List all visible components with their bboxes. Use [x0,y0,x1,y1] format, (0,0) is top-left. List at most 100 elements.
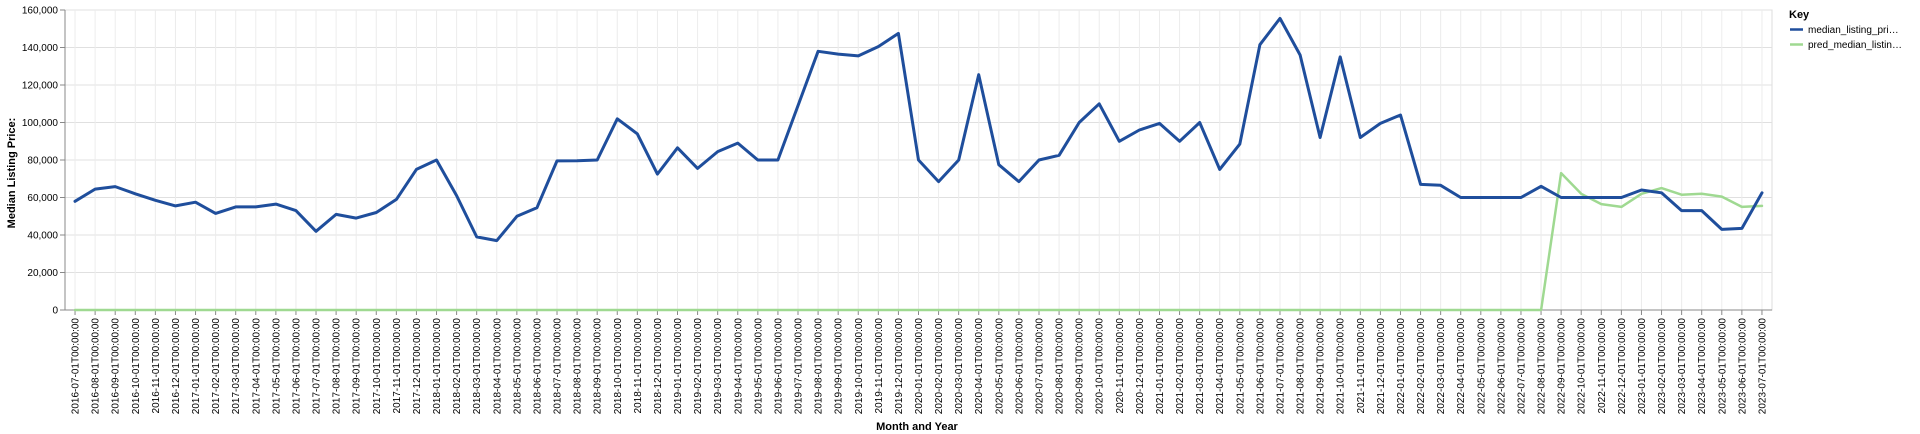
x-tick-label: 2019-02-01T00:00:00 [693,318,704,415]
x-tick-label: 2020-06-01T00:00:00 [1014,318,1025,415]
x-tick-label: 2021-12-01T00:00:00 [1376,318,1387,415]
y-tick-label: 160,000 [22,6,59,17]
x-tick-label: 2019-08-01T00:00:00 [814,318,825,415]
x-tick-label: 2021-09-01T00:00:00 [1316,318,1327,415]
x-tick-label: 2017-10-01T00:00:00 [372,318,383,415]
x-tick-label: 2018-07-01T00:00:00 [553,318,564,415]
x-tick-label: 2019-03-01T00:00:00 [713,318,724,415]
x-tick-label: 2017-04-01T00:00:00 [251,318,262,415]
x-tick-label: 2020-11-01T00:00:00 [1115,318,1126,414]
x-tick-label: 2021-06-01T00:00:00 [1255,318,1266,415]
x-tick-label: 2018-01-01T00:00:00 [432,318,443,415]
x-tick-label: 2017-11-01T00:00:00 [392,318,403,414]
y-tick-label: 20,000 [27,268,58,279]
x-tick-label: 2023-05-01T00:00:00 [1717,318,1728,415]
x-tick-label: 2020-08-01T00:00:00 [1055,318,1066,415]
x-tick-label: 2020-12-01T00:00:00 [1135,318,1146,415]
x-tick-label: 2021-02-01T00:00:00 [1175,318,1186,415]
x-tick-label: 2018-04-01T00:00:00 [492,318,503,415]
x-tick-label: 2020-03-01T00:00:00 [954,318,965,415]
x-tick-label: 2017-05-01T00:00:00 [271,318,282,415]
legend: Key median_listing_pri… pred_median_listi… [1789,9,1902,51]
x-tick-label: 2021-11-01T00:00:00 [1356,318,1367,414]
x-tick-label: 2020-07-01T00:00:00 [1034,318,1045,415]
x-tick-label: 2018-06-01T00:00:00 [532,318,543,415]
x-tick-label: 2022-03-01T00:00:00 [1436,318,1447,415]
x-tick-label: 2023-07-01T00:00:00 [1757,318,1768,415]
x-tick-label: 2018-03-01T00:00:00 [472,318,483,415]
x-tick-label: 2018-10-01T00:00:00 [613,318,624,415]
x-tick-label: 2022-02-01T00:00:00 [1416,318,1427,415]
x-tick-label: 2017-07-01T00:00:00 [312,318,323,415]
y-tick-label: 40,000 [27,231,58,242]
x-tick-label: 2020-09-01T00:00:00 [1075,318,1086,415]
x-tick-label: 2023-03-01T00:00:00 [1677,318,1688,415]
y-tick-label: 120,000 [22,81,59,92]
x-tick-label: 2017-06-01T00:00:00 [291,318,302,415]
x-tick-label: 2021-07-01T00:00:00 [1275,318,1286,415]
x-tick-label: 2021-08-01T00:00:00 [1296,318,1307,415]
x-tick-label: 2021-01-01T00:00:00 [1155,318,1166,415]
y-tick-label: 60,000 [27,193,58,204]
x-tick-label: 2022-10-01T00:00:00 [1577,318,1588,415]
x-tick-label: 2019-09-01T00:00:00 [834,318,845,415]
x-tick-label: 2017-12-01T00:00:00 [412,318,423,415]
x-tick-label: 2020-10-01T00:00:00 [1095,318,1106,415]
y-tick-label: 0 [52,306,58,317]
x-tick-label: 2018-09-01T00:00:00 [593,318,604,415]
y-tick-label: 140,000 [22,43,59,54]
x-tick-label: 2022-11-01T00:00:00 [1597,318,1608,414]
x-tick-label: 2020-02-01T00:00:00 [934,318,945,415]
legend-label: median_listing_pri… [1808,25,1899,36]
x-tick-label: 2021-10-01T00:00:00 [1336,318,1347,415]
x-tick-label: 2016-11-01T00:00:00 [151,318,162,414]
x-tick-label: 2018-05-01T00:00:00 [512,318,523,415]
x-tick-label: 2022-01-01T00:00:00 [1396,318,1407,415]
x-tick-label: 2022-06-01T00:00:00 [1496,318,1507,415]
x-tick-label: 2016-08-01T00:00:00 [91,318,102,415]
x-tick-label: 2019-11-01T00:00:00 [874,318,885,414]
x-tick-label: 2019-12-01T00:00:00 [894,318,905,415]
x-tick-label: 2022-07-01T00:00:00 [1516,318,1527,415]
x-tick-label: 2018-02-01T00:00:00 [452,318,463,415]
y-tick-label: 100,000 [22,118,59,129]
x-axis: 2016-07-01T00:00:00 2016-08-01T00:00:00 20… [65,309,1772,415]
x-tick-label: 2022-12-01T00:00:00 [1617,318,1628,415]
x-tick-label: 2016-09-01T00:00:00 [111,318,122,415]
x-tick-label: 2023-01-01T00:00:00 [1637,318,1648,415]
x-tick-label: 2017-08-01T00:00:00 [332,318,343,415]
x-tick-label: 2023-06-01T00:00:00 [1737,318,1748,415]
x-tick-label: 2023-02-01T00:00:00 [1657,318,1668,415]
x-tick-label: 2019-05-01T00:00:00 [753,318,764,415]
x-tick-label: 2017-03-01T00:00:00 [231,318,242,415]
x-tick-label: 2022-04-01T00:00:00 [1456,318,1467,415]
x-tick-label: 2017-02-01T00:00:00 [211,318,222,415]
x-tick-label: 2017-09-01T00:00:00 [352,318,363,415]
x-tick-label: 2016-10-01T00:00:00 [131,318,142,415]
x-tick-label: 2016-12-01T00:00:00 [171,318,182,415]
x-tick-label: 2017-01-01T00:00:00 [191,318,202,415]
x-axis-title: Month and Year [876,421,958,433]
x-tick-label: 2021-03-01T00:00:00 [1195,318,1206,415]
x-tick-label: 2019-07-01T00:00:00 [794,318,805,415]
x-tick-label: 2020-05-01T00:00:00 [994,318,1005,415]
x-tick-label: 2023-04-01T00:00:00 [1697,318,1708,415]
series-line-median-listing-price [73,16,1764,243]
x-tick-label: 2022-05-01T00:00:00 [1476,318,1487,415]
x-tick-label: 2022-09-01T00:00:00 [1557,318,1568,415]
x-tick-label: 2016-07-01T00:00:00 [71,318,82,415]
x-tick-label: 2019-01-01T00:00:00 [673,318,684,415]
x-tick-label: 2018-11-01T00:00:00 [633,318,644,414]
y-axis: 0 20,000 40,000 60,000 80,000 100,000 120,000 1… [22,6,66,317]
x-tick-label: 2021-04-01T00:00:00 [1215,318,1226,415]
x-tick-label: 2019-04-01T00:00:00 [733,318,744,415]
legend-items: median_listing_pri… pred_median_listin… [1790,25,1902,51]
y-axis-title: Median Listing Price: [6,118,18,229]
legend-title: Key [1789,9,1810,21]
y-tick-label: 80,000 [27,156,58,167]
x-tick-label: 2020-01-01T00:00:00 [914,318,925,415]
x-tick-label: 2019-06-01T00:00:00 [773,318,784,415]
x-tick-label: 2018-08-01T00:00:00 [573,318,584,415]
x-tick-label: 2020-04-01T00:00:00 [974,318,985,415]
